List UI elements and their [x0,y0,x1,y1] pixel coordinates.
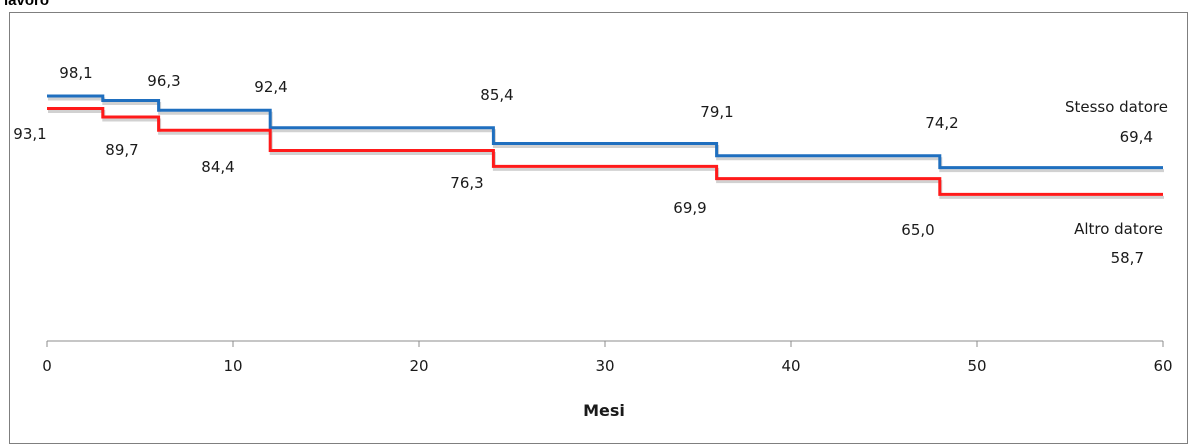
series-end-value-label: 69,4 [1120,128,1153,146]
data-label: 74,2 [925,114,958,132]
x-tick-label: 50 [967,357,986,375]
data-label: 98,1 [59,64,92,82]
series-end-value-label: 58,7 [1111,249,1144,267]
data-label: 76,3 [450,174,483,192]
data-label: 92,4 [254,78,287,96]
series-name-label: Stesso datore [1065,98,1168,116]
data-label: 79,1 [700,103,733,121]
chart-title-fragment: lavoro [4,0,50,9]
data-label: 69,9 [673,199,706,217]
data-label: 84,4 [201,158,234,176]
x-tick-label: 60 [1153,357,1172,375]
series-name-label: Altro datore [1074,220,1163,238]
series-line [47,106,1163,196]
data-label: 93,1 [13,125,46,143]
x-tick-label: 0 [42,357,52,375]
x-tick-label: 40 [781,357,800,375]
x-tick-label: 20 [409,357,428,375]
data-label: 89,7 [105,141,138,159]
series-line-shadow [48,109,1164,199]
data-label: 96,3 [147,72,180,90]
x-tick-label: 10 [223,357,242,375]
x-tick-label: 30 [595,357,614,375]
data-label: 85,4 [480,86,513,104]
chart-frame [9,12,1188,444]
data-label: 65,0 [901,221,934,239]
series-line [47,94,1163,170]
series-line-shadow [48,97,1164,173]
x-axis-title: Mesi [583,401,625,420]
